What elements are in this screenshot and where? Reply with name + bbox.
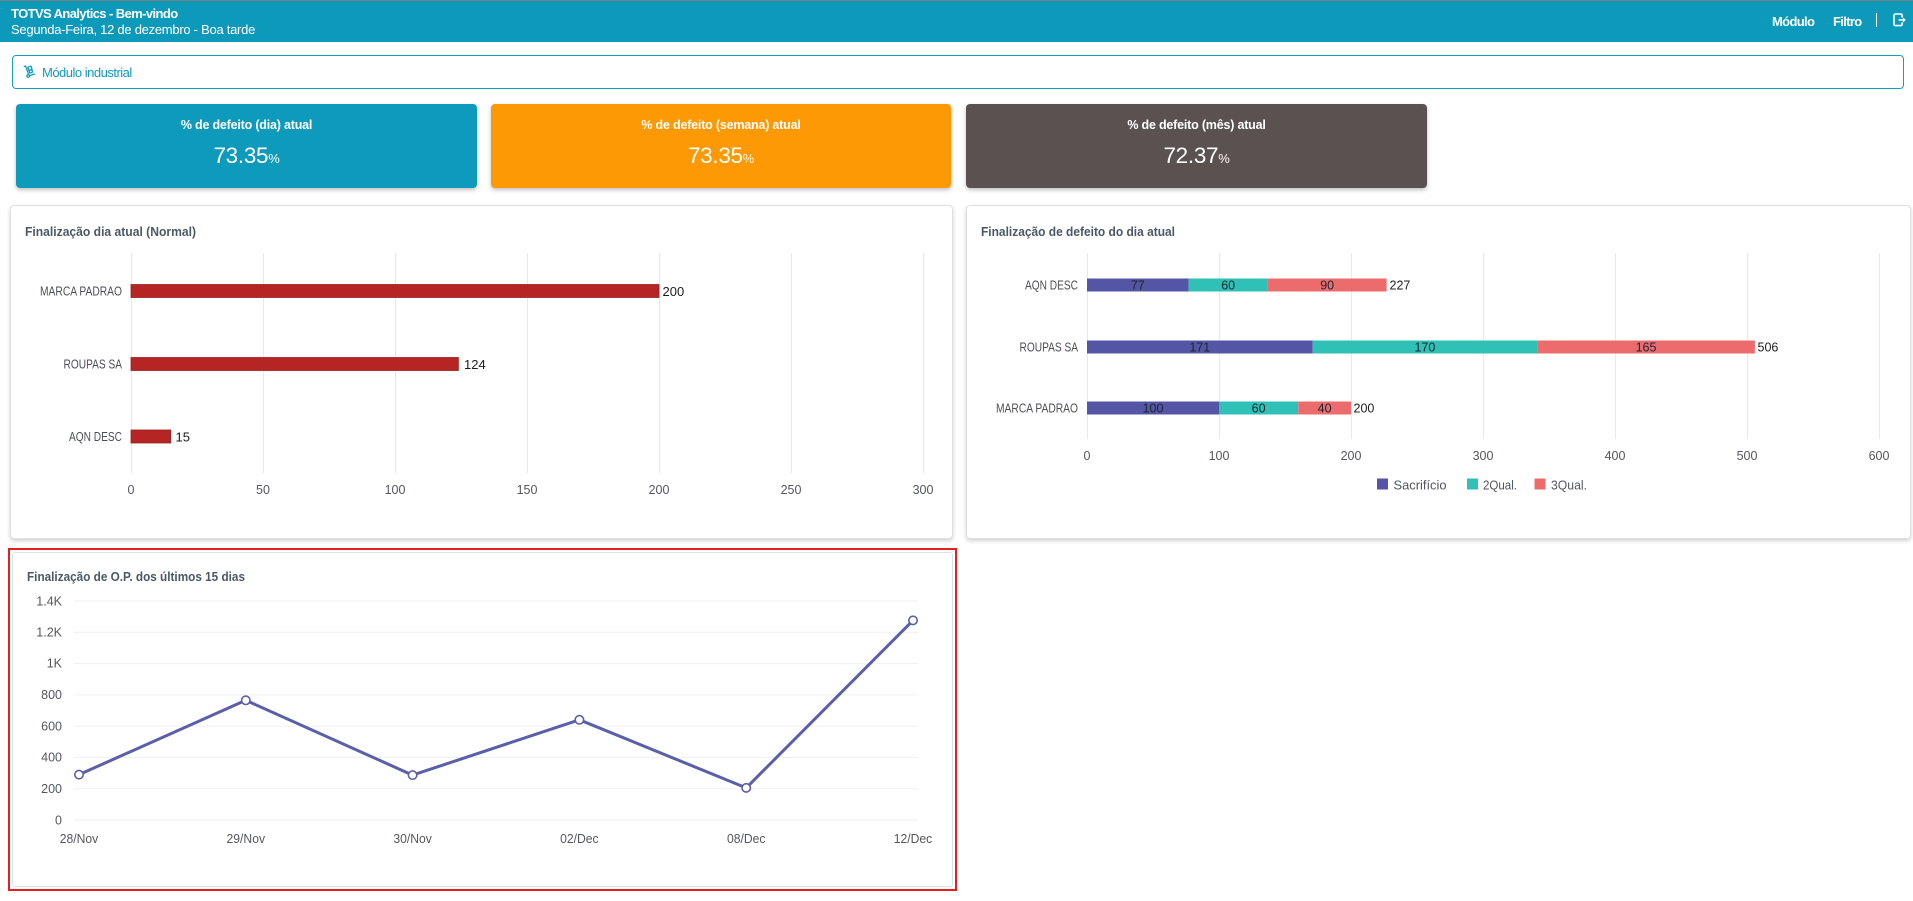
svg-text:200: 200 bbox=[41, 782, 62, 796]
svg-text:171: 171 bbox=[1189, 341, 1210, 355]
svg-text:100: 100 bbox=[1209, 449, 1230, 463]
svg-text:60: 60 bbox=[1221, 279, 1235, 293]
svg-text:90: 90 bbox=[1320, 279, 1334, 293]
svg-text:165: 165 bbox=[1636, 341, 1657, 355]
svg-text:800: 800 bbox=[41, 688, 62, 702]
svg-text:200: 200 bbox=[649, 483, 670, 497]
svg-text:Sacrifício: Sacrifício bbox=[1394, 478, 1447, 493]
svg-text:ROUPAS SA: ROUPAS SA bbox=[1020, 340, 1079, 355]
svg-text:77: 77 bbox=[1131, 279, 1145, 293]
svg-text:MARCA PADRAO: MARCA PADRAO bbox=[996, 401, 1078, 416]
svg-text:15: 15 bbox=[176, 430, 190, 445]
svg-text:29/Nov: 29/Nov bbox=[226, 831, 265, 846]
svg-text:200: 200 bbox=[1354, 402, 1375, 416]
svg-text:506: 506 bbox=[1758, 341, 1779, 355]
svg-text:MARCA PADRAO: MARCA PADRAO bbox=[40, 284, 122, 299]
svg-text:60: 60 bbox=[1252, 402, 1266, 416]
svg-text:500: 500 bbox=[1737, 449, 1758, 463]
svg-text:12/Dec: 12/Dec bbox=[893, 831, 932, 846]
svg-text:400: 400 bbox=[41, 750, 62, 764]
svg-text:50: 50 bbox=[256, 483, 270, 497]
svg-text:0: 0 bbox=[128, 483, 135, 497]
svg-text:0: 0 bbox=[1084, 449, 1091, 463]
svg-text:300: 300 bbox=[913, 483, 934, 497]
svg-text:AQN DESC: AQN DESC bbox=[1025, 278, 1078, 293]
svg-text:2Qual.: 2Qual. bbox=[1483, 478, 1517, 493]
svg-text:400: 400 bbox=[1605, 449, 1626, 463]
svg-text:200: 200 bbox=[1341, 449, 1362, 463]
svg-text:150: 150 bbox=[517, 483, 538, 497]
svg-text:200: 200 bbox=[663, 284, 685, 299]
svg-text:30/Nov: 30/Nov bbox=[393, 831, 432, 846]
svg-text:1.4K: 1.4K bbox=[36, 594, 62, 608]
svg-text:100: 100 bbox=[385, 483, 406, 497]
svg-text:40: 40 bbox=[1318, 402, 1332, 416]
svg-text:1K: 1K bbox=[46, 656, 62, 670]
svg-text:ROUPAS SA: ROUPAS SA bbox=[64, 357, 123, 372]
svg-text:100: 100 bbox=[1143, 402, 1164, 416]
svg-text:124: 124 bbox=[464, 357, 486, 372]
svg-text:Finalização de defeito do dia: Finalização de defeito do dia atual bbox=[981, 224, 1175, 239]
svg-text:Finalização dia atual (Normal): Finalização dia atual (Normal) bbox=[25, 224, 196, 239]
svg-text:1.2K: 1.2K bbox=[36, 625, 62, 639]
svg-text:600: 600 bbox=[41, 719, 62, 733]
svg-text:3Qual.: 3Qual. bbox=[1551, 478, 1587, 493]
svg-text:28/Nov: 28/Nov bbox=[59, 831, 98, 846]
svg-text:0: 0 bbox=[55, 813, 62, 827]
svg-text:170: 170 bbox=[1414, 341, 1435, 355]
svg-text:AQN DESC: AQN DESC bbox=[69, 429, 122, 444]
svg-text:02/Dec: 02/Dec bbox=[560, 831, 599, 846]
svg-text:600: 600 bbox=[1869, 449, 1890, 463]
svg-text:08/Dec: 08/Dec bbox=[726, 831, 765, 846]
svg-text:Finalização de O.P. dos último: Finalização de O.P. dos últimos 15 dias bbox=[27, 569, 245, 584]
svg-text:250: 250 bbox=[781, 483, 802, 497]
svg-text:227: 227 bbox=[1390, 279, 1411, 293]
svg-text:300: 300 bbox=[1473, 449, 1494, 463]
